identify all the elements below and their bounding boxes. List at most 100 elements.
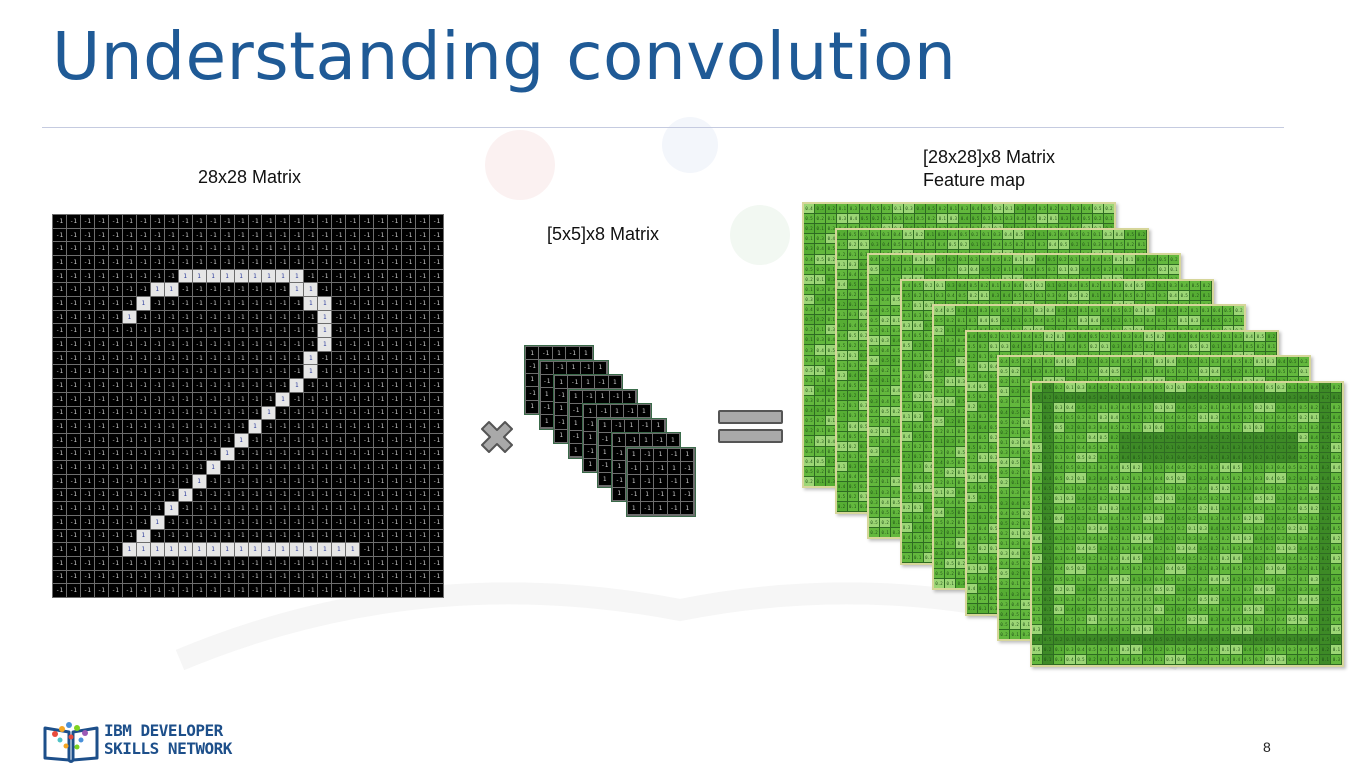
matrix-cell: -1 [206,351,220,365]
kernel-cell: 1 [540,361,553,374]
matrix-cell: -1 [206,338,220,351]
matrix-cell: -1 [360,502,374,515]
matrix-cell: -1 [136,515,150,529]
feature-map-cell: 0.4 [912,472,923,482]
matrix-cell: -1 [276,461,290,474]
matrix-cell: -1 [80,365,94,379]
matrix-cell: -1 [234,406,248,420]
matrix-cell: -1 [262,584,276,597]
matrix-cell: -1 [346,406,360,420]
matrix-cell: -1 [206,570,220,584]
feature-map-cell: 0.3 [836,370,847,381]
feature-map-cell: 0.4 [804,254,815,264]
feature-map-cell: 0.2 [1025,229,1036,239]
matrix-cell: -1 [388,256,402,269]
feature-map-cell: 0.4 [980,255,991,265]
matrix-cell: -1 [248,365,262,379]
matrix-cell: 1 [304,365,318,379]
matrix-cell: -1 [318,556,332,570]
matrix-cell: -1 [66,406,80,420]
matrix-cell: -1 [94,228,108,242]
matrix-cell: -1 [360,324,374,338]
matrix-cell: -1 [206,242,220,256]
matrix-cell: -1 [178,529,192,543]
matrix-cell: -1 [430,447,443,461]
feature-map-cell: 0.2 [815,264,826,274]
matrix-cell: -1 [262,338,276,351]
feature-map-cell: 0.3 [923,351,934,361]
feature-map-cell: 0.2 [1056,316,1067,326]
feature-map-cell: 0.1 [847,451,858,461]
feature-map-cell: 0.5 [1211,316,1222,326]
matrix-cell: -1 [66,324,80,338]
feature-map-cell: 0.4 [1015,214,1026,224]
matrix-cell: -1 [304,474,318,488]
matrix-cell: -1 [164,488,178,502]
feature-map-cell: 0.3 [901,472,912,482]
feature-map-cell: 0.3 [891,527,902,537]
matrix-cell: -1 [150,461,164,474]
matrix-cell: -1 [346,474,360,488]
kernel-cell: 1 [540,415,553,428]
matrix-cell: -1 [332,433,346,447]
feature-map-cell: 0.2 [836,502,847,512]
matrix-cell: -1 [304,379,318,392]
matrix-cell: -1 [276,283,290,297]
feature-map-cell: 0.4 [1081,204,1092,214]
feature-map-cell: 0.1 [977,351,988,361]
feature-map-cell: 0.5 [804,264,815,274]
feature-map-cell: 0.5 [880,406,891,416]
matrix-cell: -1 [318,474,332,488]
matrix-cell: -1 [66,488,80,502]
matrix-cell: -1 [248,392,262,406]
matrix-cell: -1 [430,269,443,283]
matrix-cell: -1 [374,433,388,447]
feature-map-cell: 0.2 [847,441,858,451]
matrix-cell: -1 [262,474,276,488]
matrix-cell: -1 [206,515,220,529]
feature-map-cell: 0.4 [1077,331,1088,341]
feature-map-cell: 0.3 [925,239,936,249]
matrix-cell: -1 [150,228,164,242]
feature-map-cell: 0.1 [836,360,847,370]
feature-map-cell: 0.3 [1112,280,1123,290]
feature-map-cell: 0.3 [836,269,847,280]
feature-map-cell: 0.2 [880,315,891,325]
feature-map-cell: 0.5 [1102,255,1113,265]
feature-map-cell: 0.2 [836,300,847,310]
kernel-cell: 1 [637,405,650,418]
kernel-cell: -1 [526,360,539,373]
matrix-cell: -1 [374,283,388,297]
matrix-cell: -1 [388,351,402,365]
feature-map-cell: 0.3 [1015,204,1026,214]
matrix-cell: -1 [178,461,192,474]
feature-map-cell: 0.3 [891,376,902,386]
feature-map-cell: 0.1 [826,315,837,325]
feature-map-cell: 0.3 [913,255,924,265]
feature-map-cell: 0.4 [1035,255,1046,265]
matrix-cell: -1 [430,392,443,406]
matrix-cell: -1 [94,584,108,597]
matrix-cell: -1 [248,502,262,515]
kernel-cell: 1 [581,376,595,389]
feature-map-cell: 0.2 [979,280,990,290]
matrix-cell: -1 [234,529,248,543]
matrix-cell: -1 [53,543,66,556]
feature-map-cell: 0.2 [815,365,826,375]
matrix-cell: -1 [178,392,192,406]
feature-map-cell: 0.3 [934,447,945,457]
feature-map-cell: 0.3 [869,239,880,249]
feature-map-cell: 0.4 [945,548,956,558]
feature-map-cell: 0.2 [1210,331,1221,341]
feature-map-cell: 0.5 [804,416,815,426]
feature-map-cell: 0.1 [1022,306,1033,316]
feature-map-cell: 0.3 [1033,306,1045,316]
kernel-cell: -1 [627,488,640,502]
matrix-cell: -1 [360,297,374,310]
matrix-cell: -1 [402,256,416,269]
matrix-cell: -1 [66,570,80,584]
feature-map-cell: 0.3 [988,351,999,361]
feature-map-cell: 0.1 [912,401,923,411]
kernel-cell: -1 [569,403,582,417]
feature-map-cell: 0.4 [923,310,934,320]
